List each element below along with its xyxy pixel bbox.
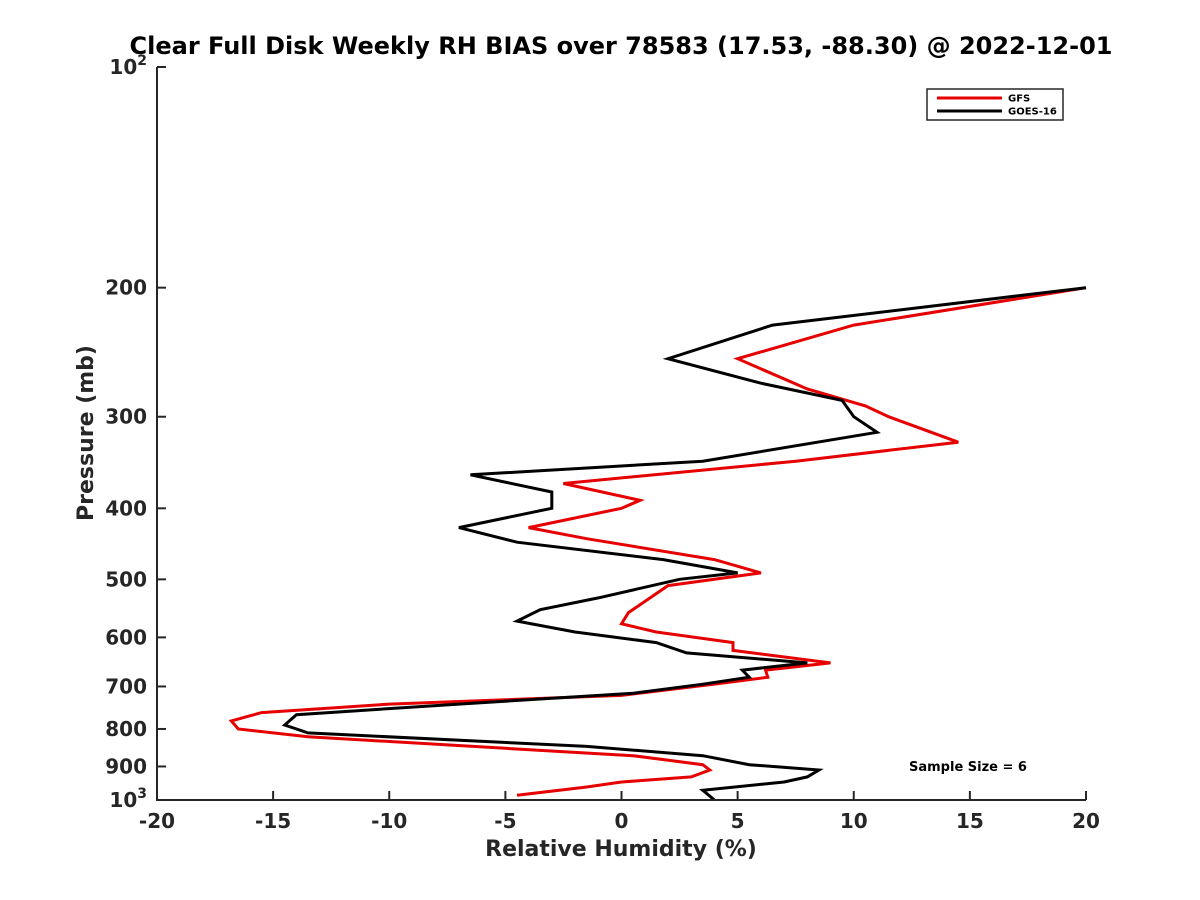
chart-title: Clear Full Disk Weekly RH BIAS over 7858… xyxy=(130,32,1113,60)
x-tick-label: -10 xyxy=(371,809,407,833)
y-tick-label: 600 xyxy=(105,625,147,649)
y-tick-label: 500 xyxy=(105,567,147,591)
legend: GFS GOES-16 xyxy=(926,88,1064,121)
x-tick-label: 0 xyxy=(615,809,629,833)
y-tick-label: 103 xyxy=(109,786,147,812)
sample-size-note: Sample Size = 6 xyxy=(909,760,1027,775)
legend-label: GFS xyxy=(1008,94,1030,105)
series-line-goes-16 xyxy=(281,286,1087,802)
x-tick-label: -20 xyxy=(139,809,175,833)
y-axis-title: Pressure (mb) xyxy=(74,345,99,521)
y-tick-label: 200 xyxy=(105,276,147,300)
y-tick-label: 400 xyxy=(105,496,147,520)
x-tick-label: -5 xyxy=(494,809,516,833)
y-tick-label: 900 xyxy=(105,754,147,778)
y-tick-label: 700 xyxy=(105,674,147,698)
x-axis-title: Relative Humidity (%) xyxy=(485,837,757,862)
y-tick-label: 102 xyxy=(109,53,147,79)
series-line-gfs xyxy=(228,286,1087,797)
x-tick-label: 15 xyxy=(956,809,984,833)
axes-layer: -20 -15 -10 -5 0 5 10 15 20 102 200 300 400 500 600 700… xyxy=(105,53,1100,833)
y-tick-label: 300 xyxy=(105,405,147,429)
x-tick-label: 10 xyxy=(840,809,868,833)
x-tick-label: 5 xyxy=(731,809,745,833)
y-tick-label: 800 xyxy=(105,717,147,741)
x-tick-label: -15 xyxy=(255,809,291,833)
legend-box xyxy=(926,88,1064,121)
series-layer xyxy=(228,286,1087,802)
legend-label: GOES-16 xyxy=(1008,107,1057,118)
x-tick-label: 20 xyxy=(1072,809,1100,833)
